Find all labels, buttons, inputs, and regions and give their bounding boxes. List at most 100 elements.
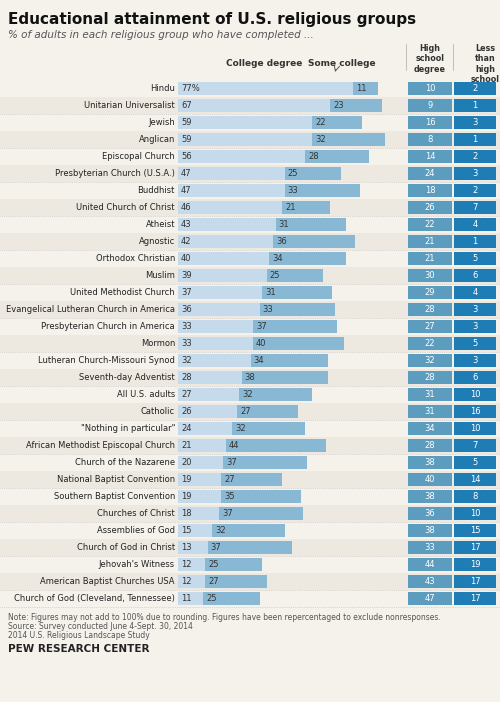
Text: 15: 15	[470, 526, 480, 535]
Bar	[208, 541, 292, 554]
Bar	[262, 286, 332, 298]
Text: "Nothing in particular": "Nothing in particular"	[80, 424, 175, 433]
Text: 47: 47	[181, 186, 192, 195]
Bar	[266, 270, 324, 282]
Text: 28: 28	[308, 152, 318, 161]
Text: 17: 17	[470, 577, 480, 586]
Bar	[0, 403, 500, 420]
Text: 21: 21	[425, 254, 435, 263]
Text: 38: 38	[424, 458, 436, 467]
Bar	[408, 218, 452, 231]
Text: Southern Baptist Convention: Southern Baptist Convention	[54, 492, 175, 501]
Text: 47: 47	[424, 594, 436, 603]
Text: 2: 2	[472, 186, 478, 195]
Bar	[250, 355, 328, 366]
Text: 56: 56	[181, 152, 192, 161]
Text: 36: 36	[424, 509, 436, 518]
Text: Presbyterian Church (U.S.A.): Presbyterian Church (U.S.A.)	[55, 169, 175, 178]
Bar	[0, 301, 500, 318]
Bar	[454, 150, 496, 163]
Text: 33: 33	[262, 305, 274, 314]
Text: 32: 32	[236, 424, 246, 433]
Bar	[408, 439, 452, 451]
Text: 28: 28	[424, 305, 436, 314]
Text: 26: 26	[181, 407, 192, 416]
Text: Some college: Some college	[308, 59, 376, 68]
Text: Churches of Christ: Churches of Christ	[97, 509, 175, 518]
Text: Presbyterian Church in America: Presbyterian Church in America	[42, 322, 175, 331]
Text: 14: 14	[425, 152, 435, 161]
Text: 20: 20	[181, 458, 192, 467]
Text: 27: 27	[208, 577, 219, 586]
Text: 42: 42	[181, 237, 192, 246]
Bar	[232, 423, 305, 435]
Bar	[408, 388, 452, 401]
Text: 34: 34	[272, 254, 282, 263]
Text: 25: 25	[270, 271, 280, 280]
Bar	[408, 253, 452, 265]
Bar	[0, 369, 500, 386]
Text: All U.S. adults: All U.S. adults	[117, 390, 175, 399]
Text: 9: 9	[428, 101, 432, 110]
Bar	[454, 355, 496, 366]
Text: 35: 35	[224, 492, 235, 501]
Text: 5: 5	[472, 339, 478, 348]
Bar	[212, 524, 284, 536]
Text: United Methodist Church: United Methodist Church	[70, 288, 175, 297]
Bar	[408, 185, 452, 197]
Text: 38: 38	[424, 526, 436, 535]
Bar	[178, 508, 219, 519]
Bar	[178, 117, 312, 128]
Text: 7: 7	[472, 441, 478, 450]
Bar	[454, 320, 496, 333]
Text: 17: 17	[470, 543, 480, 552]
Bar	[205, 558, 262, 571]
Text: 4: 4	[472, 220, 478, 229]
Text: 46: 46	[181, 203, 192, 212]
Text: 10: 10	[470, 509, 480, 518]
Bar	[178, 576, 205, 588]
Text: 32: 32	[181, 356, 192, 365]
Text: Mormon: Mormon	[140, 339, 175, 348]
Bar	[454, 423, 496, 435]
Bar	[454, 592, 496, 604]
Bar	[454, 235, 496, 248]
Text: 4: 4	[472, 288, 478, 297]
Text: Church of God (Cleveland, Tennessee): Church of God (Cleveland, Tennessee)	[14, 594, 175, 603]
Bar	[260, 303, 334, 316]
Bar	[454, 185, 496, 197]
Text: 44: 44	[425, 560, 435, 569]
Text: 24: 24	[425, 169, 435, 178]
Bar	[178, 201, 282, 213]
Bar	[0, 267, 500, 284]
Text: 34: 34	[424, 424, 436, 433]
Text: 1: 1	[472, 237, 478, 246]
Text: 24: 24	[181, 424, 192, 433]
Bar	[237, 405, 298, 418]
Text: College degree: College degree	[226, 59, 302, 68]
Text: 8: 8	[472, 492, 478, 501]
Bar	[0, 437, 500, 454]
Bar	[203, 592, 260, 604]
Bar	[219, 508, 303, 519]
Bar	[178, 524, 212, 536]
Bar	[178, 558, 205, 571]
Bar	[408, 167, 452, 180]
Text: 27: 27	[240, 407, 250, 416]
Text: 6: 6	[472, 271, 478, 280]
Bar	[454, 541, 496, 554]
Text: 37: 37	[226, 458, 237, 467]
Bar	[224, 456, 308, 469]
Bar	[0, 199, 500, 216]
Bar	[178, 541, 208, 554]
Bar	[178, 303, 260, 316]
Bar	[178, 473, 221, 486]
Text: 2: 2	[472, 84, 478, 93]
Text: 37: 37	[256, 322, 266, 331]
Text: 21: 21	[181, 441, 192, 450]
Text: Episcopal Church: Episcopal Church	[102, 152, 175, 161]
Text: 3: 3	[472, 322, 478, 331]
Text: 40: 40	[181, 254, 192, 263]
Text: 22: 22	[315, 118, 326, 127]
Bar	[408, 355, 452, 366]
